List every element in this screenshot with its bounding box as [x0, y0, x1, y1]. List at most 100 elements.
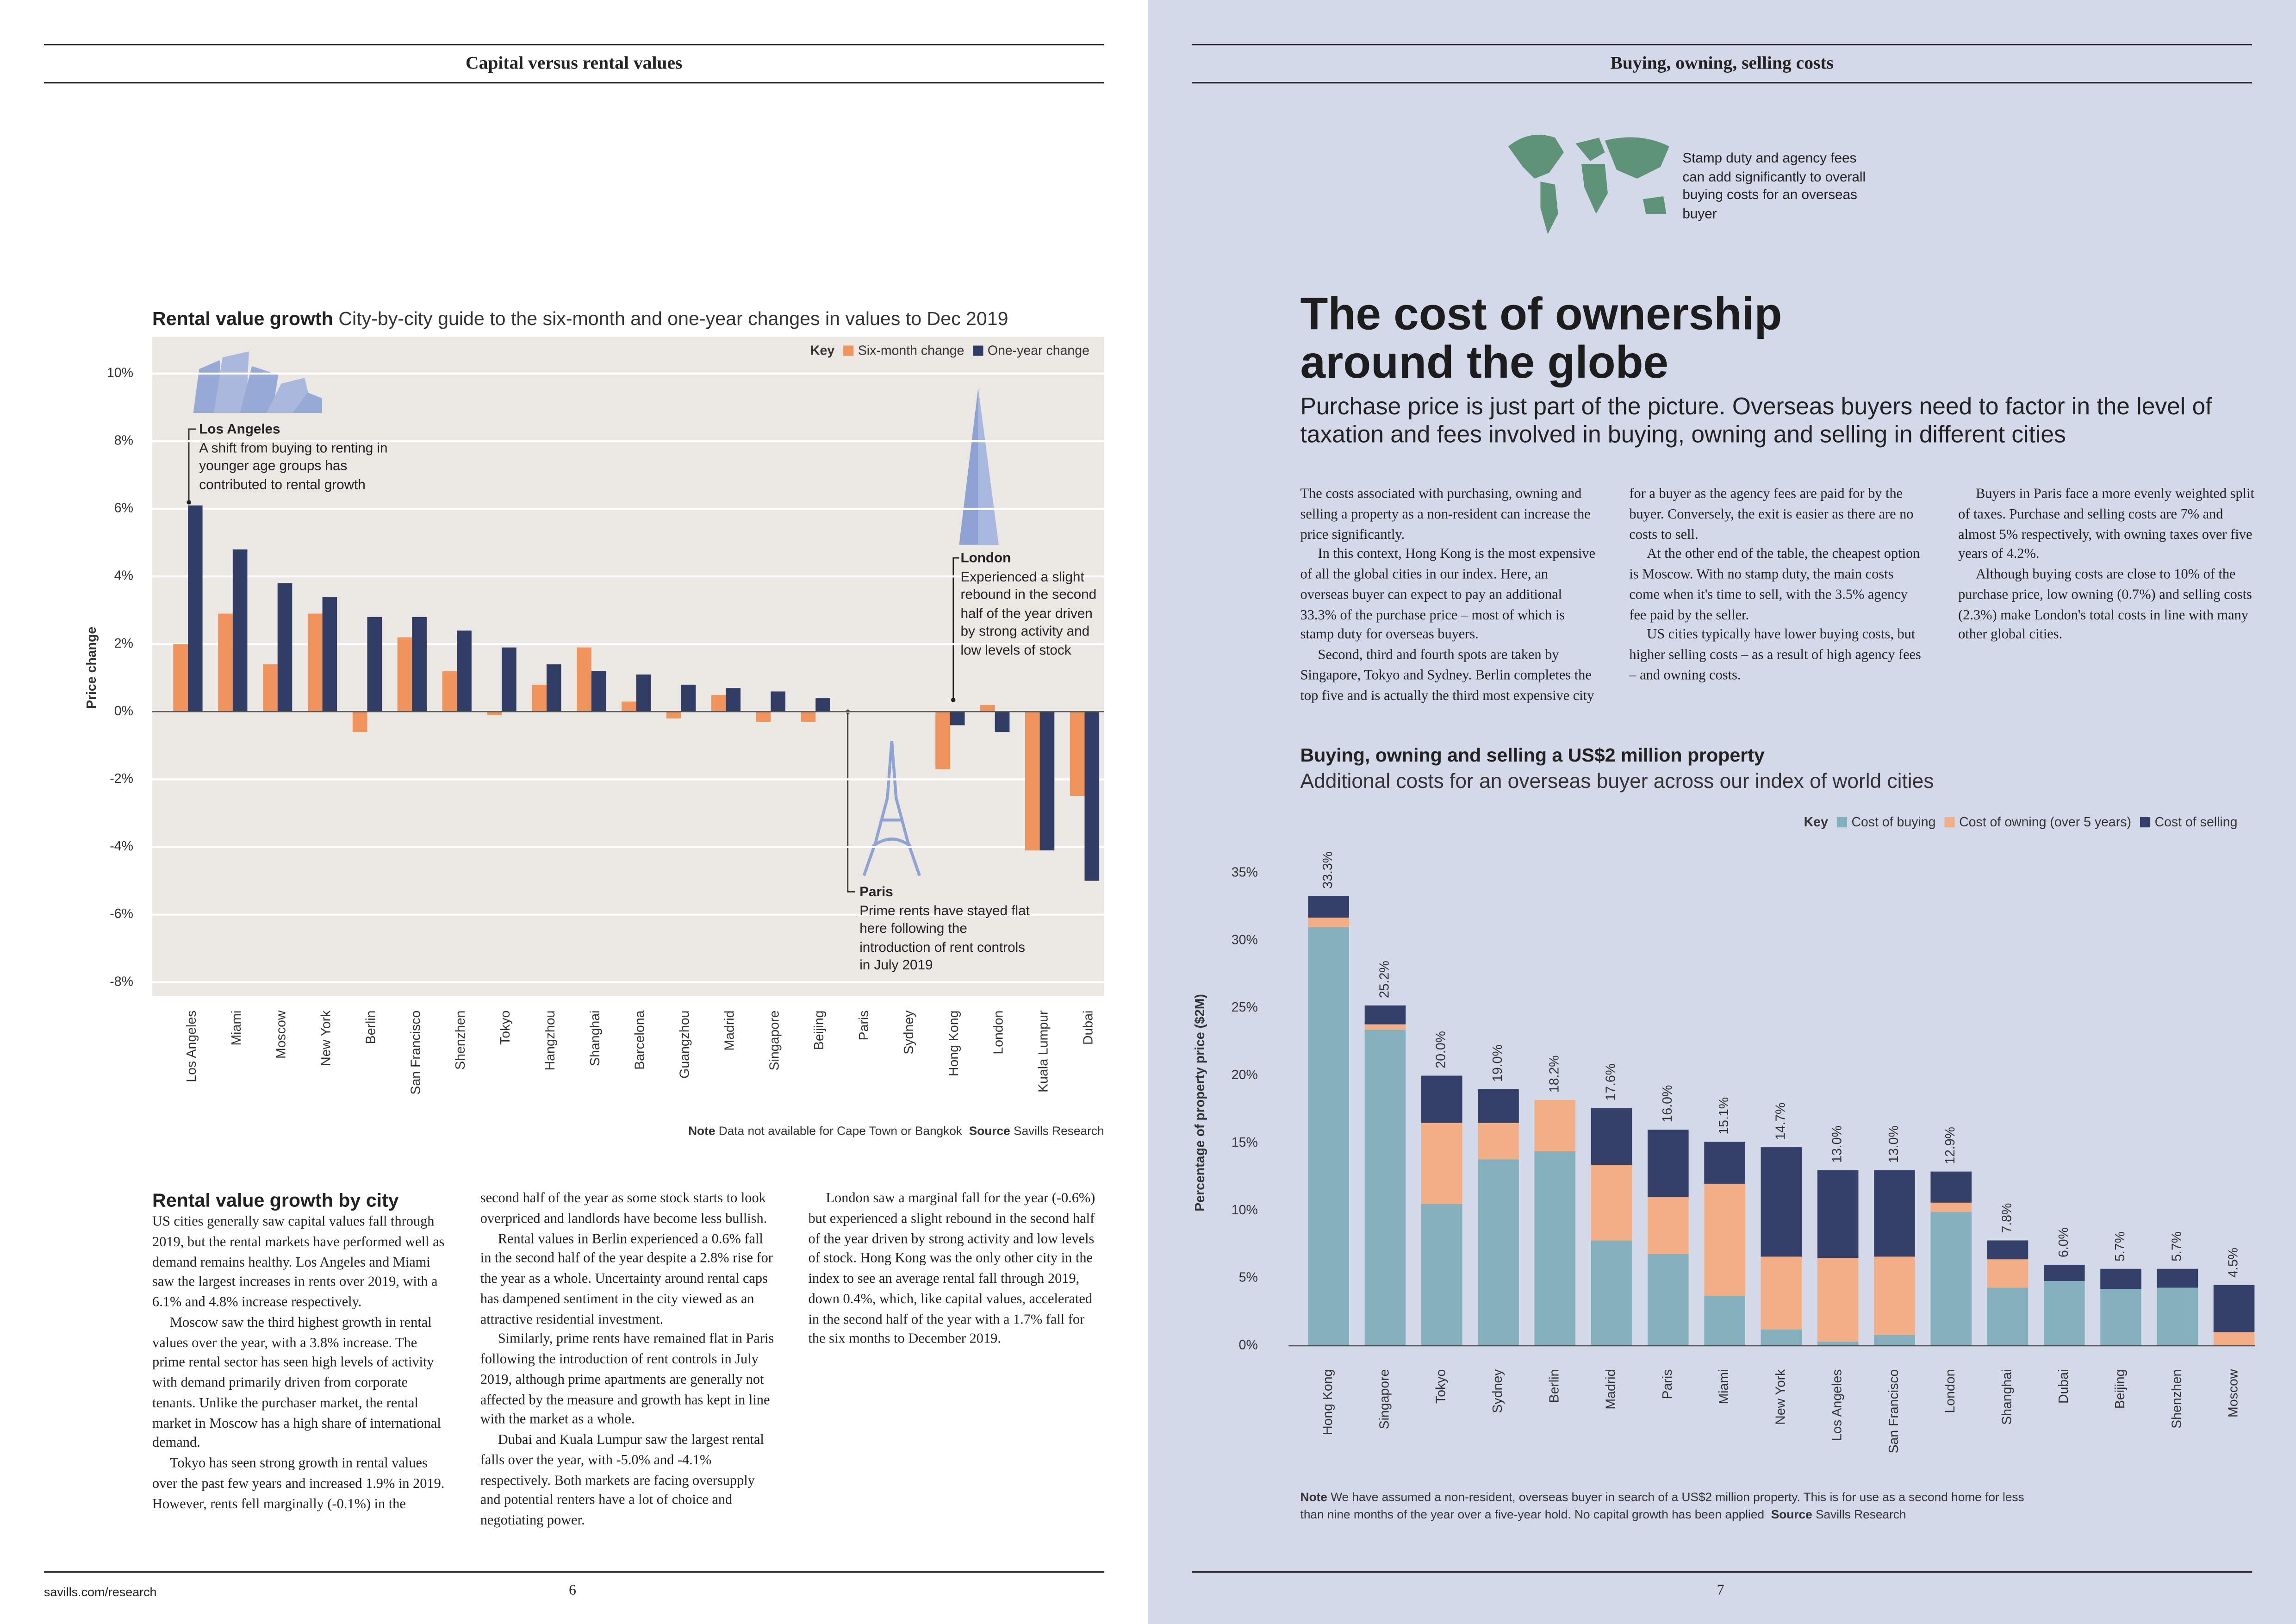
x-tick-label: Paris	[1660, 1369, 1675, 1399]
total-label: 18.2%	[1547, 1056, 1562, 1093]
legend-swatch	[1944, 817, 1955, 828]
total-label: 33.3%	[1320, 851, 1335, 889]
annotation-text: A shift from buying to renting in younge…	[199, 438, 388, 492]
legend-swatch	[973, 345, 983, 356]
x-tick-label: London	[1943, 1369, 1958, 1413]
legend-title: Key	[1804, 815, 1828, 830]
bar-segment	[2100, 1268, 2141, 1289]
bar-segment	[1478, 1089, 1519, 1123]
x-tick-label: Moscow	[2226, 1369, 2241, 1418]
y-tick-label: 0%	[1239, 1337, 1258, 1352]
x-tick-label: Tokyo	[498, 1011, 513, 1045]
total-label: 20.0%	[1434, 1031, 1449, 1068]
legend-label: Six-month change	[858, 344, 964, 358]
bar	[263, 664, 278, 712]
annotation: Los Angeles A shift from buying to rentin…	[199, 420, 419, 494]
paragraph: Second, third and fourth spots are taken…	[1300, 486, 1914, 704]
x-tick-label: Hangzhou	[543, 1011, 558, 1071]
total-label: 13.0%	[1886, 1125, 1901, 1163]
legend-label: Cost of buying	[1851, 815, 1935, 830]
x-tick-label: Shanghai	[588, 1011, 603, 1066]
annotation-connectors	[188, 428, 959, 893]
x-tick-label: Moscow	[274, 1010, 289, 1059]
legend-label: One-year change	[988, 344, 1089, 358]
bar-segment	[1591, 1108, 1632, 1165]
chart-title: Rental value growth City-by-city guide t…	[152, 307, 1119, 329]
bar-segment	[1421, 1075, 1462, 1123]
bar-segment	[2157, 1287, 2198, 1346]
x-tick-label: San Francisco	[1886, 1369, 1901, 1454]
bar-segment	[2100, 1289, 2141, 1346]
x-tick-label: Miami	[1717, 1369, 1731, 1405]
bar	[307, 613, 323, 712]
annotation-text: Prime rents have stayed flat here follow…	[859, 901, 1030, 973]
annotation-dot	[187, 500, 191, 505]
world-map-icon	[1508, 135, 1669, 235]
chart-subtitle: City-by-city guide to the six-month and …	[338, 307, 1008, 330]
bar	[442, 671, 457, 712]
x-tick-label: San Francisco	[408, 1011, 423, 1095]
bar-segment	[1648, 1130, 1689, 1198]
total-label: 5.7%	[2169, 1231, 2184, 1262]
y-tick-label: 35%	[1232, 865, 1258, 880]
bar	[367, 617, 382, 712]
bar	[502, 647, 516, 712]
total-label: 6.0%	[2056, 1227, 2071, 1257]
page-number: 7	[1717, 1583, 1724, 1599]
x-tick-label: Miami	[229, 1011, 244, 1046]
bar	[726, 688, 741, 712]
bar	[950, 712, 965, 725]
bar	[1039, 712, 1055, 850]
standfirst: Purchase price is just part of the pictu…	[1300, 394, 2212, 448]
total-label: 7.8%	[2000, 1203, 2015, 1233]
bar	[412, 617, 427, 712]
note-text: Data not available for Cape Town or Bang…	[718, 1123, 963, 1138]
y-tick-label: 10%	[1232, 1203, 1258, 1218]
source-label: Source	[1771, 1506, 1812, 1521]
bar-segment	[1987, 1259, 2028, 1288]
bar-segment	[1364, 1024, 1406, 1030]
bar	[1025, 712, 1040, 850]
bar-segment	[2213, 1285, 2255, 1332]
bar	[277, 583, 292, 712]
y-tick-label: -2%	[110, 771, 133, 786]
paragraph: London saw a marginal fall for the year …	[808, 1190, 1095, 1348]
page-title: The cost of ownership around the globe	[1300, 288, 1782, 388]
total-label: 4.5%	[2226, 1248, 2241, 1278]
source-label: Source	[969, 1123, 1010, 1138]
source-text: Savills Research	[1014, 1123, 1104, 1138]
bar	[666, 712, 681, 718]
bar	[711, 694, 726, 712]
bar-segment	[1987, 1240, 2028, 1260]
paragraph: The costs associated with purchasing, ow…	[1300, 486, 1591, 543]
x-tick-label: Madrid	[1604, 1369, 1618, 1410]
paragraph: At the other end of the table, the cheap…	[1629, 546, 1920, 623]
bar	[681, 684, 696, 712]
bar	[546, 664, 561, 712]
annotation-dot	[951, 698, 956, 702]
chart-subtitle: Additional costs for an overseas buyer a…	[1300, 768, 1934, 793]
paragraph: Rental values in Berlin experienced a 0.…	[480, 1230, 773, 1328]
y-tick-label: 25%	[1232, 1000, 1258, 1015]
x-tick-label: Sydney	[902, 1010, 916, 1055]
bar-segment	[2043, 1264, 2085, 1281]
bar	[397, 637, 412, 712]
y-tick-label: 30%	[1232, 932, 1258, 947]
bar-segment	[1761, 1147, 1802, 1257]
bar-segment	[2157, 1268, 2198, 1288]
x-tick-label: Singapore	[1377, 1369, 1392, 1430]
chart-title-main: Rental value growth	[152, 307, 333, 330]
bar-segment	[1591, 1240, 1632, 1346]
y-tick-label: 10%	[107, 365, 133, 380]
header-rule	[1192, 82, 2252, 84]
x-tick-label: London	[991, 1011, 1006, 1055]
bar-segment	[1648, 1254, 1689, 1346]
annotation-title: London	[960, 549, 1011, 565]
x-tick-label: Shanghai	[2000, 1369, 2015, 1425]
bar-segment	[1364, 1030, 1406, 1346]
bar-segment	[1421, 1123, 1462, 1204]
article: Rental value growth by city US cities ge…	[152, 1189, 1104, 1541]
